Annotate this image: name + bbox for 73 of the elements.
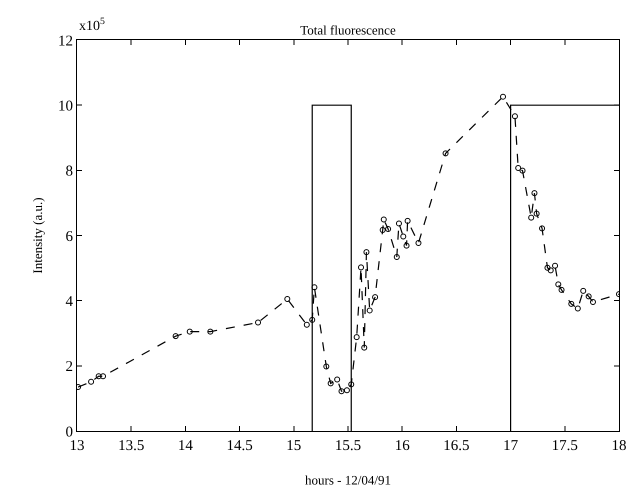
y-tick-label: 12 [58,33,73,50]
point [404,242,410,249]
y-tick-label: 10 [58,98,73,114]
point [380,216,387,223]
point [304,322,310,328]
point [515,165,522,172]
point [284,296,290,302]
point [255,320,262,326]
point [358,264,364,270]
point [415,240,422,246]
x-tick-label: 16 [394,438,410,454]
point [366,307,373,314]
x-tick-label: 17 [503,438,519,454]
point [531,190,538,196]
x-tick-label: 18 [612,438,626,454]
point [361,344,368,351]
point [400,233,406,240]
point [548,267,554,274]
x-tick-label: 14 [178,438,194,454]
point [172,333,179,340]
x-axis-title: hours - 12/04/91 [305,472,391,488]
point [528,214,534,221]
x-tick-label: 13.5 [118,438,144,454]
point [500,94,506,100]
point [338,388,344,394]
point [558,286,565,293]
point [363,249,370,256]
point [544,264,550,271]
point [348,381,354,388]
point [442,150,449,156]
point [520,168,526,174]
x-tick-label: 14.5 [226,438,253,454]
point [539,225,546,232]
point [88,378,94,385]
point [344,387,350,394]
point [580,288,586,294]
point [385,226,392,232]
y-tick-label: 8 [66,164,73,180]
point [323,363,330,370]
point [568,300,574,307]
point [552,262,558,269]
x-tick-label: 13 [70,438,84,454]
point [334,376,340,383]
point [555,281,562,288]
y-tick-label: 4 [66,294,74,310]
text: x10$^{5}$ [79,16,105,34]
point [96,373,102,380]
point [574,305,581,312]
x-tick-label: 15.5 [334,438,362,454]
point [207,328,214,335]
chart-title: Total fluorescence [300,22,396,38]
point [512,113,518,120]
point [586,293,592,300]
point [311,284,318,290]
point [328,380,334,386]
y-tick-label: 0 [66,424,73,440]
point [372,294,378,300]
point [380,226,386,233]
x-tick-label: 17.5 [552,438,578,454]
point [309,316,316,323]
point [404,218,411,224]
y-tick-label: 2 [66,359,73,376]
x-tick-label: 15 [286,438,302,454]
point [590,298,596,305]
point [354,334,360,340]
y-tick-label: 6 [66,228,74,245]
point [394,254,400,260]
y-axis-title: Intensity (a.u.) [30,197,45,274]
point [100,373,106,380]
point [186,328,193,335]
point [534,210,540,217]
x-tick-label: 16.5 [443,438,470,454]
point [396,220,402,226]
